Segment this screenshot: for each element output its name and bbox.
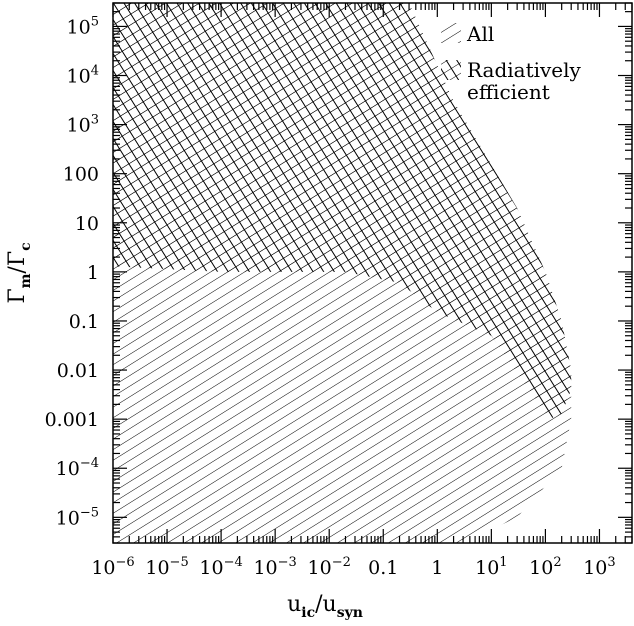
legend-label-efficient: efficient: [467, 80, 550, 104]
x-tick-label: 1: [431, 557, 443, 579]
y-tick-label: 0.01: [57, 360, 99, 382]
x-tick-label: 10−3: [253, 555, 296, 579]
y-tick-label: 0.1: [69, 311, 99, 333]
x-tick-labels: 10−6 10−5 10−4 10−3 10−2 0.1 1 101 102 103: [91, 555, 615, 579]
x-tick-label: 10−4: [199, 555, 242, 579]
svg-text:Γm/Γc: Γm/Γc: [5, 242, 34, 303]
y-tick-label: 10−4: [56, 456, 99, 480]
y-tick-label: 100: [63, 164, 99, 186]
chart-regions: [113, 3, 572, 543]
x-tick-label: 0.1: [368, 557, 398, 579]
legend-swatch-radiatively-efficient: [441, 60, 461, 80]
x-tick-label: 101: [475, 555, 507, 579]
y-tick-label: 104: [67, 64, 99, 88]
y-tick-label: 10−5: [56, 505, 99, 529]
legend-swatch-all: [441, 23, 461, 43]
y-tick-label: 103: [67, 113, 99, 137]
y-tick-label: 10: [75, 213, 99, 235]
svg-text:uic/usyn: uic/usyn: [287, 592, 363, 621]
x-axis-label: uic/usyn: [287, 592, 363, 621]
axis-ticks: [112, 2, 633, 544]
legend-label-all: All: [466, 22, 494, 46]
x-tick-label: 10−5: [145, 555, 188, 579]
y-tick-label: 1: [87, 262, 99, 284]
x-tick-label: 10−6: [91, 555, 134, 579]
x-tick-label: 103: [583, 555, 615, 579]
x-tick-label: 10−2: [308, 555, 351, 579]
x-tick-label: 102: [529, 555, 561, 579]
plot-frame: [112, 2, 633, 544]
y-tick-label: 105: [67, 14, 99, 38]
legend-label-radiatively: Radiatively: [467, 58, 582, 82]
y-tick-label: 0.001: [45, 409, 99, 431]
legend: All Radiatively efficient: [441, 22, 582, 104]
y-axis-label: Γm/Γc: [5, 242, 34, 303]
region-radiatively-efficient: [113, 3, 572, 420]
y-tick-labels: 10−5 10−4 0.001 0.01 0.1 1 10 100 103 104 105: [45, 14, 99, 529]
